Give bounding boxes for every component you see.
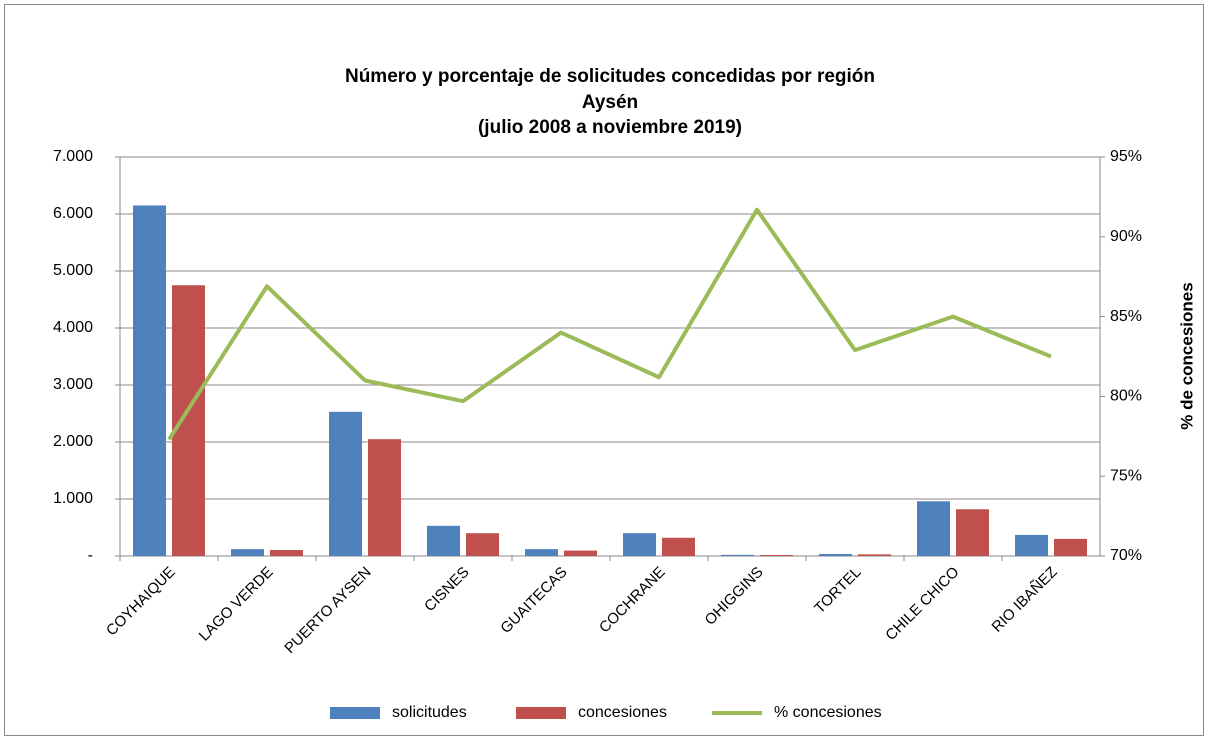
bar	[858, 554, 891, 556]
bar	[270, 550, 303, 556]
y2-tick-label: 80%	[1110, 388, 1142, 405]
bar	[368, 439, 401, 556]
bar	[662, 537, 695, 556]
y2-axis-title: % de concesiones	[1177, 282, 1196, 429]
y-tick-label: 5.000	[53, 262, 93, 279]
bar	[172, 285, 205, 556]
bar	[466, 533, 499, 556]
bar	[917, 501, 950, 556]
y2-tick-label: 90%	[1110, 228, 1142, 245]
y2-tick-label: 95%	[1110, 148, 1142, 165]
bar	[133, 205, 166, 556]
bar	[564, 550, 597, 556]
y-tick-label: 3.000	[53, 376, 93, 393]
chart-title: Aysén	[582, 92, 638, 113]
y-tick-label: 7.000	[53, 148, 93, 165]
bar	[1054, 538, 1087, 556]
legend-label: solicitudes	[392, 704, 467, 721]
y-tick-label: 6.000	[53, 205, 93, 222]
bar	[525, 549, 558, 556]
bar	[427, 525, 460, 556]
y2-tick-label: 85%	[1110, 308, 1142, 325]
bar	[760, 554, 793, 556]
chart-title: Número y porcentaje de solicitudes conce…	[345, 66, 875, 87]
y2-tick-label: 70%	[1110, 547, 1142, 564]
y2-tick-label: 75%	[1110, 467, 1142, 484]
legend-swatch	[330, 707, 380, 719]
y-tick-label: 2.000	[53, 433, 93, 450]
chart-title: (julio 2008 a noviembre 2019)	[478, 117, 742, 138]
bar	[623, 533, 656, 556]
legend-label: % concesiones	[774, 704, 882, 721]
legend-swatch	[516, 707, 566, 719]
y-tick-label: 1.000	[53, 490, 93, 507]
bar	[721, 554, 754, 556]
bar	[956, 509, 989, 556]
bar	[231, 549, 264, 556]
bar	[1015, 534, 1048, 556]
bar	[819, 554, 852, 556]
legend-label: concesiones	[578, 704, 667, 721]
bar	[329, 411, 362, 556]
line	[167, 207, 1052, 441]
y-tick-label: 4.000	[53, 319, 93, 336]
y-tick-label: -	[88, 547, 93, 564]
